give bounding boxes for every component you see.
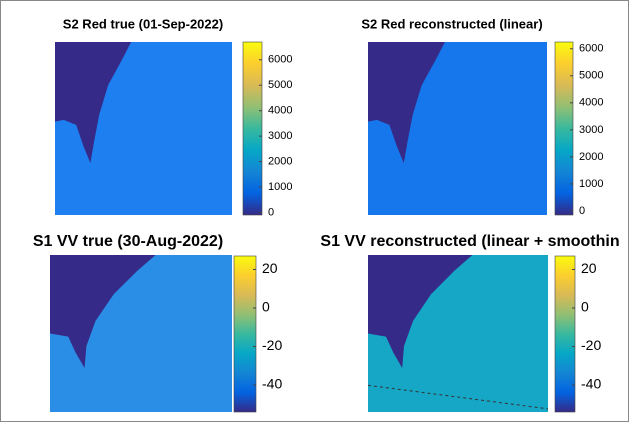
colorbar-tick-label: 4000 [579, 97, 603, 109]
colorbar-tick-label: 2000 [268, 155, 292, 167]
colorbar [554, 255, 576, 413]
colorbar-tick-label: 3000 [579, 124, 603, 136]
colorbar-tick-label: 2000 [579, 151, 603, 163]
colorbar-tick-label: -40 [581, 376, 601, 392]
panel-title: S2 Red reconstructed (linear) [361, 16, 542, 31]
panel-title: S2 Red true (01-Sep-2022) [63, 16, 223, 31]
colorbar-tick-label: -20 [581, 337, 601, 353]
colorbar-tick-label: 0 [581, 299, 589, 315]
land-region [55, 42, 132, 164]
colorbar [242, 41, 263, 216]
colorbar [233, 255, 257, 413]
colorbar-tick-label: 5000 [579, 70, 603, 82]
colorbar-tick-label: 0 [268, 206, 274, 218]
colorbar-tick-label: 20 [262, 260, 278, 276]
colorbar-tick-label: 5000 [268, 79, 292, 91]
panel-title: S1 VV reconstructed (linear + smoothin [320, 233, 619, 250]
colorbar-tick-label: 0 [579, 205, 585, 217]
colorbar-tick-label: 1000 [579, 178, 603, 190]
colorbar-tick-label: 6000 [579, 43, 603, 55]
colorbar-tick-label: 20 [581, 260, 597, 276]
land-region [368, 255, 473, 369]
panel-title: S1 VV true (30-Aug-2022) [33, 233, 223, 250]
colorbar-tick-label: -20 [262, 337, 282, 353]
dashed-line [367, 384, 549, 410]
colorbar-tick-label: 6000 [268, 54, 292, 66]
colorbar-tick-label: 4000 [268, 105, 292, 117]
colorbar-tick-label: -40 [262, 376, 282, 392]
colorbar-tick-label: 0 [262, 299, 270, 315]
land-region [368, 42, 445, 164]
colorbar-tick-label: 1000 [268, 181, 292, 193]
colorbar [554, 41, 574, 216]
colorbar-tick-label: 3000 [268, 130, 292, 142]
land-region [50, 255, 156, 369]
